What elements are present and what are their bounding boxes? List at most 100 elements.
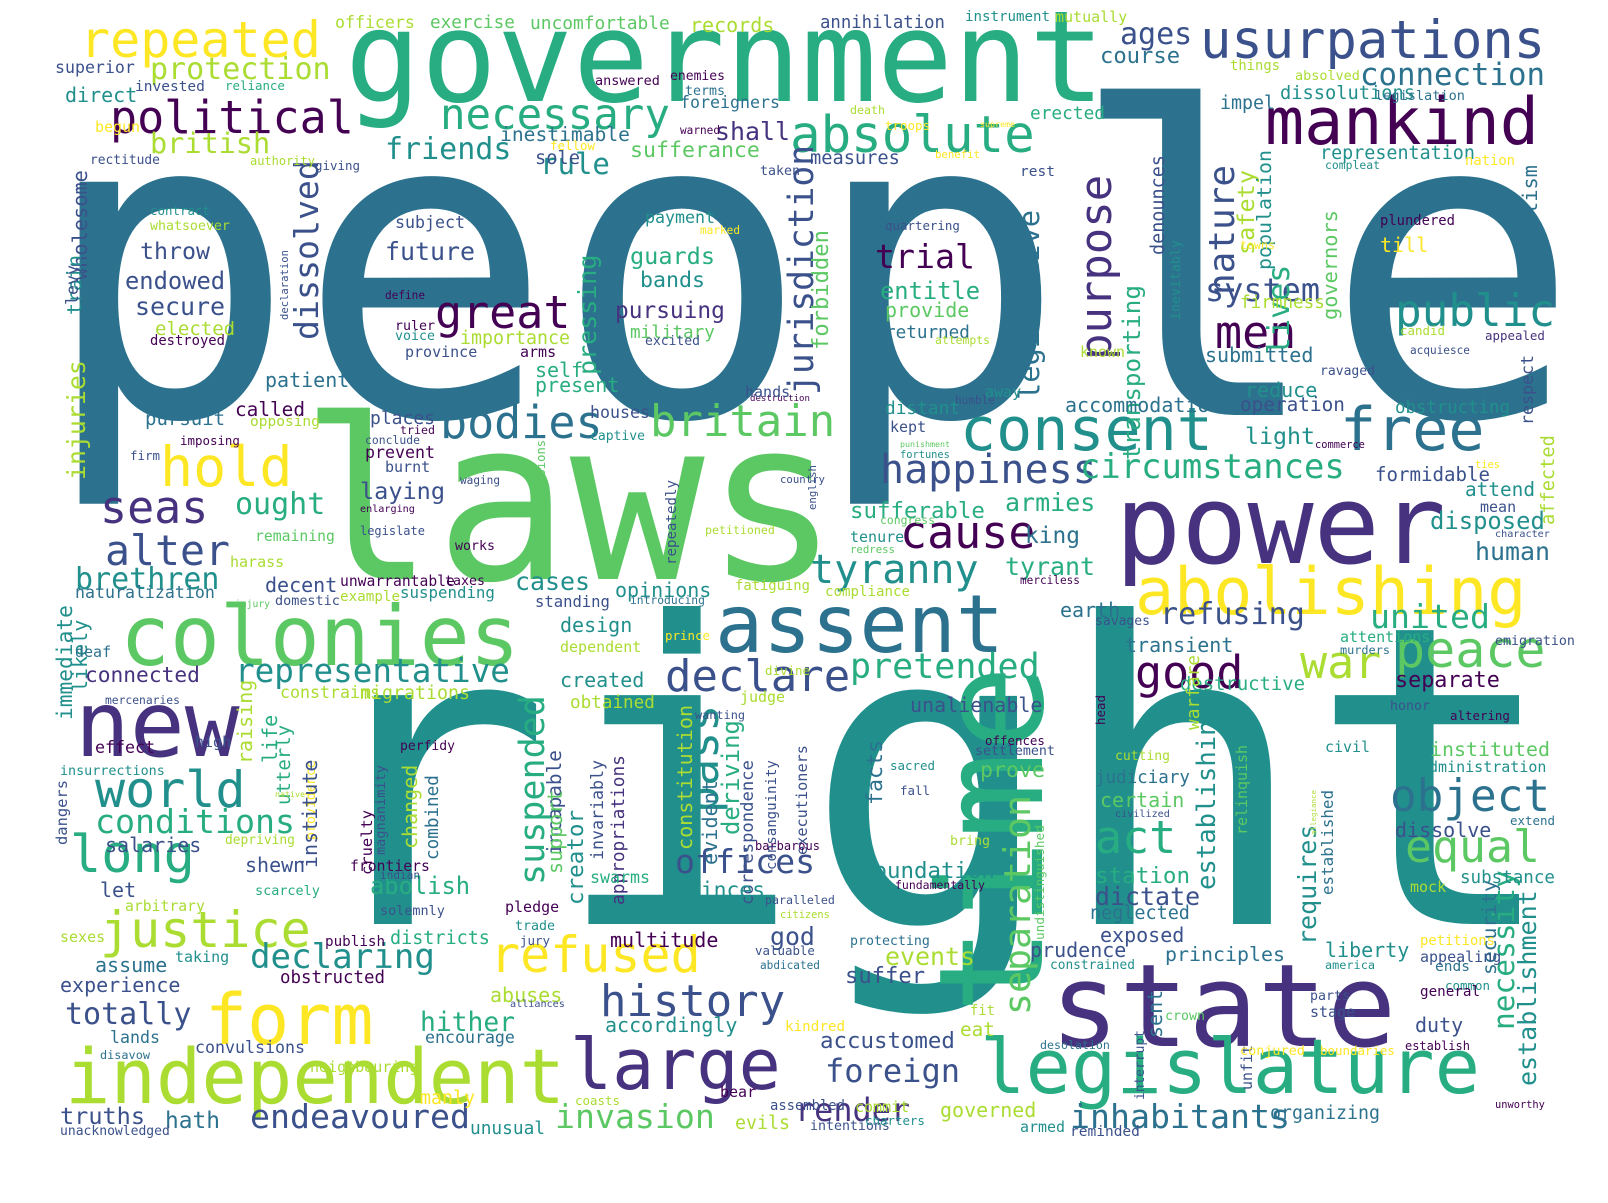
word: operation [1240, 393, 1345, 416]
word: insurrections [60, 764, 165, 779]
word: obstructing [1395, 398, 1510, 418]
word: rest [1020, 164, 1055, 180]
word: act [1095, 811, 1177, 864]
word: laws [300, 371, 840, 632]
word: civil [1325, 738, 1370, 756]
word: supreme [980, 119, 1015, 129]
word: evils [735, 1113, 790, 1134]
word: attentions [1340, 628, 1431, 646]
word: ruler [395, 319, 435, 334]
word: men [1215, 306, 1297, 359]
word: obstructed [280, 968, 385, 988]
word: sent [1143, 989, 1167, 1038]
word: purpose [1071, 174, 1122, 360]
word: imposing [180, 433, 240, 448]
word: war [1300, 636, 1382, 689]
word: altering [1450, 708, 1510, 723]
word: state [1050, 940, 1397, 1074]
word: provide [885, 298, 970, 322]
word: bodies [440, 396, 603, 449]
word: reliance [225, 78, 285, 93]
word: ravaged [1320, 364, 1375, 379]
word: establishment [1513, 890, 1542, 1086]
word: conditions [95, 802, 295, 841]
word: abdicated [760, 959, 820, 972]
word: murders [1340, 643, 1390, 657]
word: light [1245, 423, 1315, 450]
word: country [780, 473, 825, 486]
word: human [1475, 537, 1550, 566]
word: unwarrantable [340, 573, 455, 590]
word: records [690, 13, 775, 37]
word: colonies [120, 588, 520, 685]
word: contract [150, 203, 210, 218]
word: naturalization [75, 583, 215, 602]
word: enlarging [360, 504, 415, 515]
word: britain [650, 396, 836, 447]
word: candid [1400, 323, 1445, 338]
word: native [275, 789, 305, 799]
word: endeavoured [250, 1097, 470, 1136]
word: attempts [935, 333, 990, 347]
word: general [1420, 984, 1481, 1000]
word: arms [520, 343, 557, 361]
word: foreign [825, 1052, 961, 1090]
word: perfidy [400, 739, 455, 754]
word: whatsoever [150, 219, 230, 234]
word: new [75, 672, 240, 778]
word: sufferance [630, 138, 760, 163]
word: laying [360, 477, 446, 505]
word: legislation [1375, 88, 1465, 104]
word: offices [675, 842, 816, 881]
word: created [560, 668, 645, 692]
word: power [1115, 461, 1447, 589]
word: destructive [1180, 673, 1306, 695]
word: denounces [1148, 155, 1169, 255]
word: institute [298, 759, 322, 868]
word: enemies [670, 69, 725, 84]
word: settlement [975, 744, 1055, 759]
word: conjured [1240, 1043, 1305, 1059]
word: justice [100, 901, 311, 959]
word: mean [1480, 498, 1517, 516]
word: combined [423, 775, 443, 860]
word: commerce [1315, 439, 1365, 451]
word: barbarous [755, 839, 820, 853]
word: armies [1005, 488, 1096, 517]
word: excited [645, 334, 700, 349]
word: warfare [1183, 654, 1204, 730]
word: reminded [1070, 1124, 1140, 1140]
word: harass [230, 553, 285, 571]
word: dissolved [287, 160, 326, 340]
word: constrains [280, 683, 380, 702]
word: legislature [980, 1023, 1481, 1111]
word: guards [630, 242, 716, 270]
word: shewn [245, 853, 306, 877]
word: administration [1420, 758, 1547, 776]
word: bear [720, 1083, 757, 1101]
word: free [1340, 395, 1485, 465]
word: crown [1165, 1009, 1205, 1024]
word: payment [645, 208, 715, 227]
word: redress [850, 543, 895, 556]
word: wanting [695, 708, 745, 722]
word: tenure [850, 528, 905, 546]
word: remaining [255, 528, 335, 545]
word: secure [135, 292, 226, 321]
word: punishment [900, 439, 950, 449]
word: establishing [1192, 704, 1222, 890]
word: judiciary [1095, 768, 1190, 788]
word: assume [95, 953, 168, 977]
word: inevitably [1169, 240, 1184, 320]
word: suspending [400, 583, 495, 602]
word: king [1025, 523, 1080, 549]
word: prudence [1030, 938, 1127, 962]
word: tyrant [1005, 552, 1096, 581]
word: pledge [505, 898, 560, 916]
word: respect [1518, 355, 1537, 425]
word: disavow [100, 1048, 150, 1062]
word: shall [715, 117, 790, 146]
word: parts [1310, 989, 1350, 1004]
word: cutting [1115, 749, 1170, 764]
word: station [1095, 863, 1191, 889]
